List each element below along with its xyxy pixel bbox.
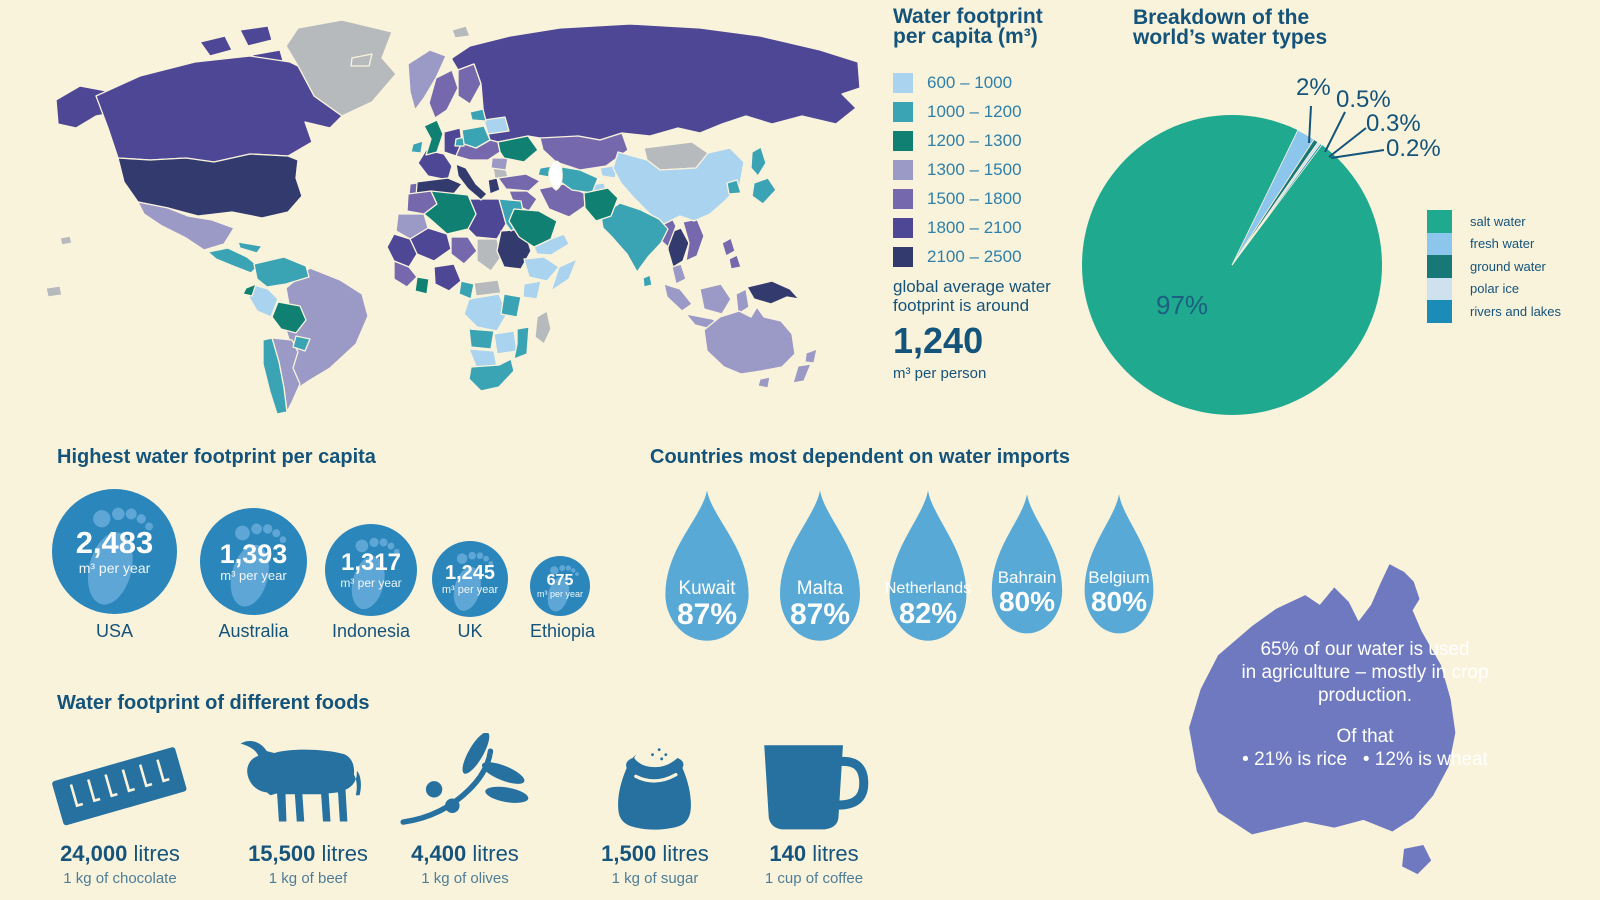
legend-bin: 2100 – 2500 — [893, 247, 1093, 267]
legend-swatch — [893, 131, 913, 151]
sugar-sack-icon — [618, 743, 691, 830]
chocolate-bar-icon — [52, 747, 187, 826]
water-drop-icon — [889, 490, 967, 641]
map-caspian-sea — [548, 160, 563, 191]
world-map — [45, 19, 861, 415]
pie-label-salt: 97% — [1156, 290, 1209, 320]
footprint-circle-uk: 1,245 m³ per year — [432, 541, 508, 617]
coffee-mug-icon — [764, 745, 869, 830]
food-item-beef: 15,500 litres 1 kg of beef — [218, 733, 398, 887]
global-average-unit: m³ per person — [893, 365, 987, 382]
water-types-pie-chart — [1082, 105, 1385, 415]
footprint-icon — [453, 552, 494, 612]
water-drop-icon — [780, 490, 860, 641]
legend-swatch — [893, 73, 913, 93]
footprint-icon — [351, 537, 400, 609]
pie-slice-rivers-lakes — [1231, 143, 1323, 266]
pie-legend-swatch — [1427, 277, 1452, 300]
footprint-country-australia: Australia — [218, 621, 289, 641]
pie-legend-swatch — [1427, 255, 1452, 278]
map-regions-bin2 — [207, 108, 777, 415]
footprint-circle-ethiopia: 675 m³ per year — [530, 556, 590, 616]
map-regions-bin6 — [55, 23, 861, 292]
pie-legend: salt water fresh water ground water pola… — [1427, 210, 1561, 323]
legend-bin: 1000 – 1200 — [893, 102, 1093, 122]
footprint-country-ethiopia: Ethiopia — [530, 621, 596, 641]
food-item-olives: 4,400 litres 1 kg of olives — [375, 733, 555, 887]
import-drop-bahrain: Bahrain 80% — [983, 492, 1071, 642]
pie-legend-item: polar ice — [1427, 277, 1561, 300]
water-drop-icon — [991, 494, 1063, 634]
legend-swatch — [893, 102, 913, 122]
water-drop-icon — [665, 490, 749, 641]
import-drop-netherlands: Netherlands 82% — [880, 488, 976, 650]
map-regions-nodata — [45, 19, 709, 345]
map-legend: Water footprint per capita (m³) 600 – 10… — [893, 5, 1093, 382]
legend-swatch — [893, 247, 913, 267]
global-average-note: global average water footprint is around — [893, 277, 1051, 315]
footprint-icon — [87, 507, 153, 605]
map-regions-bin4 — [137, 49, 818, 413]
legend-swatch — [893, 160, 913, 180]
food-item-sugar: 1,500 litres 1 kg of sugar — [565, 733, 745, 887]
legend-bin: 1200 – 1300 — [893, 131, 1093, 151]
pie-label-rivers: 0.2% — [1386, 135, 1441, 162]
footprints-heading: Highest water footprint per capita — [57, 446, 376, 468]
footprint-circle-usa: 2,483 m³ per year — [52, 489, 177, 614]
import-drop-kuwait: Kuwait 87% — [655, 488, 759, 650]
imports-heading: Countries most dependent on water import… — [650, 446, 1071, 468]
australia-shape — [1189, 564, 1456, 875]
olive-branch-icon — [400, 733, 529, 825]
map-regions-bin1 — [248, 116, 745, 370]
pie-label-fresh: 2% — [1296, 74, 1331, 101]
map-legend-title: Water footprint per capita (m³) — [893, 5, 1043, 48]
import-drop-belgium: Belgium 80% — [1076, 492, 1162, 642]
australia-fact-text: 65% of our water is used in agriculture … — [1241, 639, 1489, 770]
map-regions-bin5 — [393, 63, 742, 288]
foods-heading: Water footprint of different foods — [57, 692, 370, 714]
water-drop-icon — [1084, 494, 1154, 634]
footprint-icon — [547, 564, 579, 612]
pie-legend-item: ground water — [1427, 255, 1561, 278]
legend-bin: 1300 – 1500 — [893, 160, 1093, 180]
pie-label-ground: 0.5% — [1336, 86, 1391, 113]
cow-icon — [240, 740, 361, 822]
map-regions-bin7 — [117, 153, 800, 305]
food-item-chocolate: 24,000 litres 1 kg of chocolate — [30, 733, 210, 887]
footprint-circle-indonesia: 1,317 m³ per year — [325, 524, 417, 616]
pie-legend-swatch — [1427, 210, 1452, 233]
legend-swatch — [893, 218, 913, 238]
legend-bin: 600 – 1000 — [893, 73, 1093, 93]
footprint-country-indonesia: Indonesia — [331, 621, 411, 641]
pie-label-polar: 0.3% — [1366, 110, 1421, 137]
pie-leader-lines — [1308, 105, 1385, 159]
pie-legend-item: rivers and lakes — [1427, 300, 1561, 323]
pie-legend-swatch — [1427, 300, 1452, 323]
pie-legend-item: fresh water — [1427, 232, 1561, 255]
pie-legend-item: salt water — [1427, 210, 1561, 233]
global-average-value: 1,240 — [893, 320, 984, 361]
map-regions-bin3 — [242, 119, 619, 334]
import-drop-malta: Malta 87% — [770, 488, 870, 650]
pie-legend-swatch — [1427, 232, 1452, 255]
legend-swatch — [893, 189, 913, 209]
footprint-country-uk: UK — [457, 621, 483, 641]
footprint-country-usa: USA — [95, 621, 133, 641]
pie-title: Breakdown of the world’s water types — [1133, 6, 1328, 49]
footprint-icon — [230, 523, 287, 607]
food-item-coffee: 140 litres 1 cup of coffee — [724, 733, 904, 887]
legend-bin: 1500 – 1800 — [893, 189, 1093, 209]
legend-bin: 1800 – 2100 — [893, 218, 1093, 238]
footprint-circle-australia: 1,393 m³ per year — [200, 508, 307, 615]
